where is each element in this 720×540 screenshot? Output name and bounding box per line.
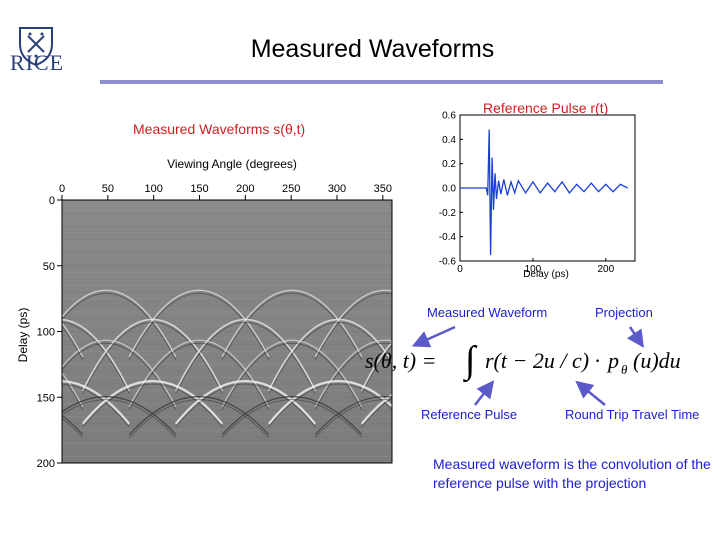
equation-p-subscript: θ — [621, 362, 628, 377]
heatmap-x-tick-label: 250 — [282, 183, 300, 195]
pulse-x-tick-label: 100 — [525, 264, 542, 275]
heatmap-x-tick-label: 100 — [144, 183, 162, 195]
heatmap-x-tick-label: 150 — [190, 183, 208, 195]
pulse-x-ticks: 0 100 200 — [457, 258, 615, 275]
equation-rhs-pulse: r(t − 2u / c) · — [485, 348, 601, 373]
heatmap-x-tick-label: 350 — [374, 183, 392, 195]
arrow-to-pulse — [474, 380, 495, 406]
heatmap-x-tick-label: 200 — [236, 183, 254, 195]
integral-sign: ∫ — [465, 339, 476, 381]
heatmap-y-tick-label: 100 — [37, 327, 55, 339]
equation-lhs: s(θ, t) = — [365, 348, 437, 373]
heatmap-area — [62, 200, 392, 463]
pulse-x-tick-label: 200 — [597, 264, 614, 275]
label-projection: Projection — [595, 305, 653, 320]
equation-rhs-projection: (u)du — [633, 348, 681, 373]
pulse-x-axis-label: Delay (ps) — [523, 269, 569, 280]
pulse-x-tick-label: 0 — [457, 264, 463, 275]
heatmap-y-tick-label: 150 — [37, 392, 55, 404]
heatmap-y-tick-label: 0 — [49, 195, 55, 207]
heatmap-x-ticks: 0 50 100 150 200 250 300 350 — [59, 183, 392, 200]
explanation-note: Measured waveform is the convolution of … — [433, 456, 711, 491]
reference-pulse-chart: 0.6 0.4 0.2 0.0 -0.2 -0.4 -0.6 0 100 200 Delay (… — [439, 111, 636, 280]
heatmap-y-ticks: 0 50 100 150 200 — [37, 195, 62, 470]
pulse-y-tick-label: -0.4 — [439, 232, 457, 243]
title-divider — [100, 80, 663, 84]
annotation-arrows — [411, 325, 644, 406]
slide-title: Measured Waveforms — [250, 35, 495, 63]
logo-wordmark: RICE — [10, 50, 65, 75]
pulse-y-tick-label: -0.2 — [439, 208, 457, 219]
pulse-y-tick-label: 0.2 — [442, 159, 456, 170]
heatmap-y-tick-label: 200 — [37, 458, 55, 470]
equation-p-symbol: p — [608, 348, 619, 373]
label-reference-pulse: Reference Pulse — [421, 407, 518, 422]
convolution-equation: s(θ, t) = ∫ r(t − 2u / c) · p θ (u)du — [365, 339, 715, 390]
pulse-y-tick-label: 0.4 — [442, 135, 456, 146]
label-measured-waveform: Measured Waveform — [427, 305, 548, 320]
pulse-y-ticks: 0.6 0.4 0.2 0.0 -0.2 -0.4 -0.6 — [439, 111, 463, 268]
right-panel-label: Reference Pulse r(t) — [483, 100, 609, 116]
pulse-y-tick-label: 0.0 — [442, 184, 456, 195]
heatmap-x-tick-label: 0 — [59, 183, 65, 195]
radargram-chart: Viewing Angle (degrees) 0 50 100 150 200 250 3… — [16, 157, 393, 470]
left-panel-label: Measured Waveforms s(θ,t) — [133, 121, 306, 137]
arrow-to-travel-time — [575, 380, 606, 406]
label-round-trip-time: Round Trip Travel Time — [565, 407, 700, 422]
heatmap-echo-pattern — [62, 200, 392, 457]
heatmap-x-axis-label: Viewing Angle (degrees) — [167, 157, 297, 171]
pulse-y-tick-label: -0.6 — [439, 257, 457, 268]
arrow-to-lhs — [411, 325, 456, 348]
pulse-series-line — [460, 129, 628, 255]
heatmap-x-tick-label: 50 — [102, 183, 114, 195]
heatmap-y-tick-label: 50 — [43, 261, 55, 273]
pulse-y-tick-label: 0.6 — [442, 111, 456, 122]
heatmap-y-axis-label: Delay (ps) — [16, 308, 30, 363]
heatmap-x-tick-label: 300 — [328, 183, 346, 195]
rice-shield-logo — [19, 27, 53, 67]
arrow-to-projection — [626, 326, 644, 348]
